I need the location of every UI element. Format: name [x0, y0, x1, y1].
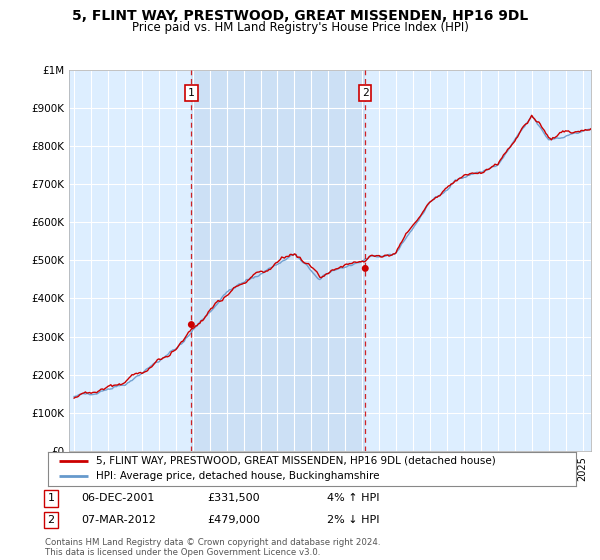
Text: 1: 1 — [47, 493, 55, 503]
Text: 2: 2 — [47, 515, 55, 525]
Text: 1: 1 — [188, 88, 195, 98]
Text: Contains HM Land Registry data © Crown copyright and database right 2024.
This d: Contains HM Land Registry data © Crown c… — [45, 538, 380, 557]
Text: 2% ↓ HPI: 2% ↓ HPI — [327, 515, 380, 525]
Text: 5, FLINT WAY, PRESTWOOD, GREAT MISSENDEN, HP16 9DL: 5, FLINT WAY, PRESTWOOD, GREAT MISSENDEN… — [72, 9, 528, 23]
Bar — [191, 70, 365, 451]
Text: HPI: Average price, detached house, Buckinghamshire: HPI: Average price, detached house, Buck… — [95, 472, 379, 482]
Text: 5, FLINT WAY, PRESTWOOD, GREAT MISSENDEN, HP16 9DL (detached house): 5, FLINT WAY, PRESTWOOD, GREAT MISSENDEN… — [95, 456, 495, 466]
Text: 4% ↑ HPI: 4% ↑ HPI — [327, 493, 380, 503]
Point — [187, 320, 196, 329]
Text: 06-DEC-2001: 06-DEC-2001 — [81, 493, 154, 503]
Text: 2: 2 — [362, 88, 368, 98]
Point — [361, 264, 370, 273]
Text: Price paid vs. HM Land Registry's House Price Index (HPI): Price paid vs. HM Land Registry's House … — [131, 21, 469, 34]
Text: £479,000: £479,000 — [207, 515, 260, 525]
Text: £331,500: £331,500 — [207, 493, 260, 503]
Text: 07-MAR-2012: 07-MAR-2012 — [81, 515, 156, 525]
